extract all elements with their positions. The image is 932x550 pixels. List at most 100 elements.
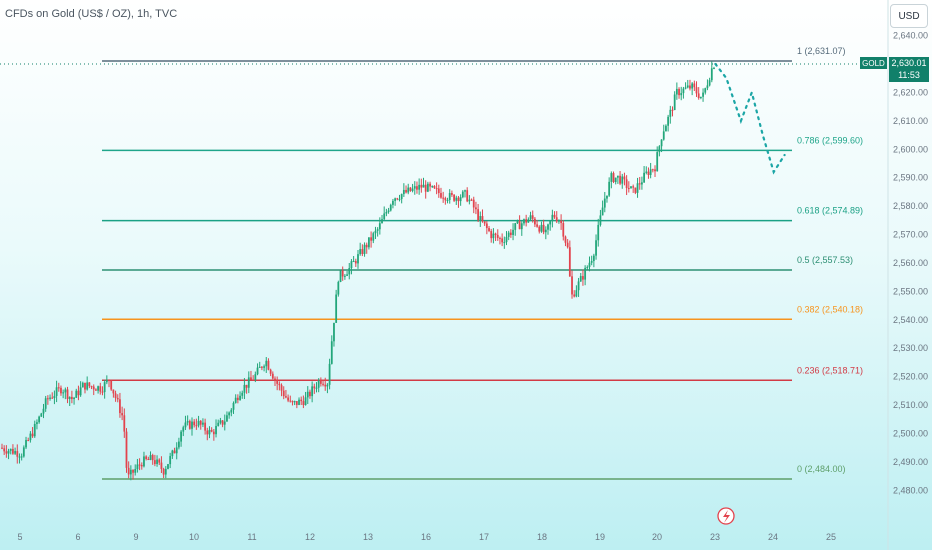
- candle: [158, 458, 161, 466]
- candle: [442, 191, 445, 203]
- candle: [132, 469, 134, 480]
- fib-level-label: 0 (2,484.00): [797, 464, 846, 474]
- candle: [258, 361, 261, 368]
- candle: [145, 455, 148, 461]
- candle: [512, 223, 514, 241]
- candle: [195, 418, 198, 430]
- price-axis-tick: 2,520.00: [893, 372, 928, 382]
- candle: [647, 167, 650, 179]
- candle: [86, 376, 89, 391]
- candle: [328, 358, 331, 390]
- time-axis[interactable]: 5 6 9 10 11 12 13 16 17 18 19 20 23 24 25: [17, 532, 836, 542]
- candle: [437, 184, 440, 198]
- candle: [641, 176, 643, 190]
- symbol-header[interactable]: CFDs on Gold (US$ / OZ), 1h, TVC: [5, 8, 178, 20]
- candle: [339, 270, 342, 283]
- candle: [400, 193, 403, 204]
- candle: [710, 61, 713, 83]
- lightning-icon[interactable]: [717, 507, 735, 525]
- candle: [317, 378, 320, 393]
- projection[interactable]: [714, 62, 786, 175]
- candle: [53, 390, 56, 405]
- candle: [472, 196, 475, 214]
- candle: [306, 386, 309, 404]
- candle: [426, 181, 429, 193]
- candle: [520, 221, 523, 236]
- candle: [64, 387, 67, 400]
- candle: [276, 376, 279, 391]
- candle: [627, 181, 630, 193]
- price-axis[interactable]: 2,480.00 2,490.00 2,500.00 2,510.00 2,520.00…: [893, 31, 928, 496]
- candle: [75, 388, 78, 398]
- time-axis-tick: 17: [479, 532, 489, 542]
- candle: [341, 266, 344, 281]
- fibonacci-retracement[interactable]: 1 (2,631.07) 0.786 (2,599.60) 0.618 (2,574…: [102, 46, 863, 480]
- candle: [612, 171, 615, 184]
- candle: [603, 191, 606, 213]
- candle: [368, 237, 370, 250]
- candle: [599, 209, 602, 227]
- candle: [595, 234, 597, 260]
- candle: [656, 146, 659, 172]
- candle: [682, 86, 685, 99]
- candle: [413, 181, 416, 195]
- candle: [693, 80, 696, 92]
- candle: [385, 208, 388, 217]
- candle: [215, 419, 217, 438]
- candle: [256, 363, 259, 376]
- candle: [232, 401, 235, 414]
- candle: [171, 449, 174, 459]
- time-axis-tick: 24: [768, 532, 778, 542]
- candle: [245, 384, 248, 394]
- candle: [488, 225, 490, 233]
- time-axis-tick: 18: [537, 532, 547, 542]
- candle: [188, 419, 191, 430]
- candle: [499, 236, 501, 245]
- candle: [243, 378, 246, 400]
- candle: [22, 445, 25, 458]
- candle: [542, 219, 545, 235]
- candle: [103, 379, 106, 399]
- candle: [713, 66, 715, 70]
- candle: [330, 335, 333, 365]
- candle: [560, 214, 563, 230]
- candle: [370, 231, 372, 248]
- price-axis-tick: 2,490.00: [893, 457, 928, 467]
- candle: [302, 395, 305, 409]
- candle: [84, 382, 86, 394]
- candle: [180, 429, 182, 447]
- candle: [564, 235, 567, 247]
- candle: [562, 220, 565, 241]
- candle: [689, 79, 691, 91]
- candle: [20, 453, 23, 461]
- candle: [623, 172, 626, 186]
- candle: [538, 225, 541, 234]
- candle: [169, 452, 172, 469]
- candle: [77, 385, 80, 401]
- currency-button[interactable]: USD: [890, 4, 928, 28]
- candle: [230, 408, 233, 417]
- candle: [173, 447, 176, 454]
- candle: [18, 453, 21, 464]
- candle: [466, 187, 469, 203]
- candle: [226, 411, 228, 422]
- candle: [153, 454, 156, 467]
- candle: [398, 194, 401, 202]
- candle: [551, 209, 554, 228]
- candle: [483, 221, 486, 226]
- candle: [577, 277, 580, 297]
- candle: [540, 221, 543, 233]
- candle: [298, 397, 300, 406]
- tag-symbol: GOLD: [862, 58, 885, 68]
- candle: [372, 231, 375, 244]
- candle: [79, 381, 82, 397]
- time-axis-tick: 6: [75, 532, 80, 542]
- candle: [204, 418, 207, 435]
- candle: [363, 242, 366, 257]
- candle: [51, 392, 54, 399]
- candle: [151, 453, 154, 465]
- candle: [221, 420, 224, 428]
- candle: [381, 214, 383, 224]
- candle: [352, 256, 355, 263]
